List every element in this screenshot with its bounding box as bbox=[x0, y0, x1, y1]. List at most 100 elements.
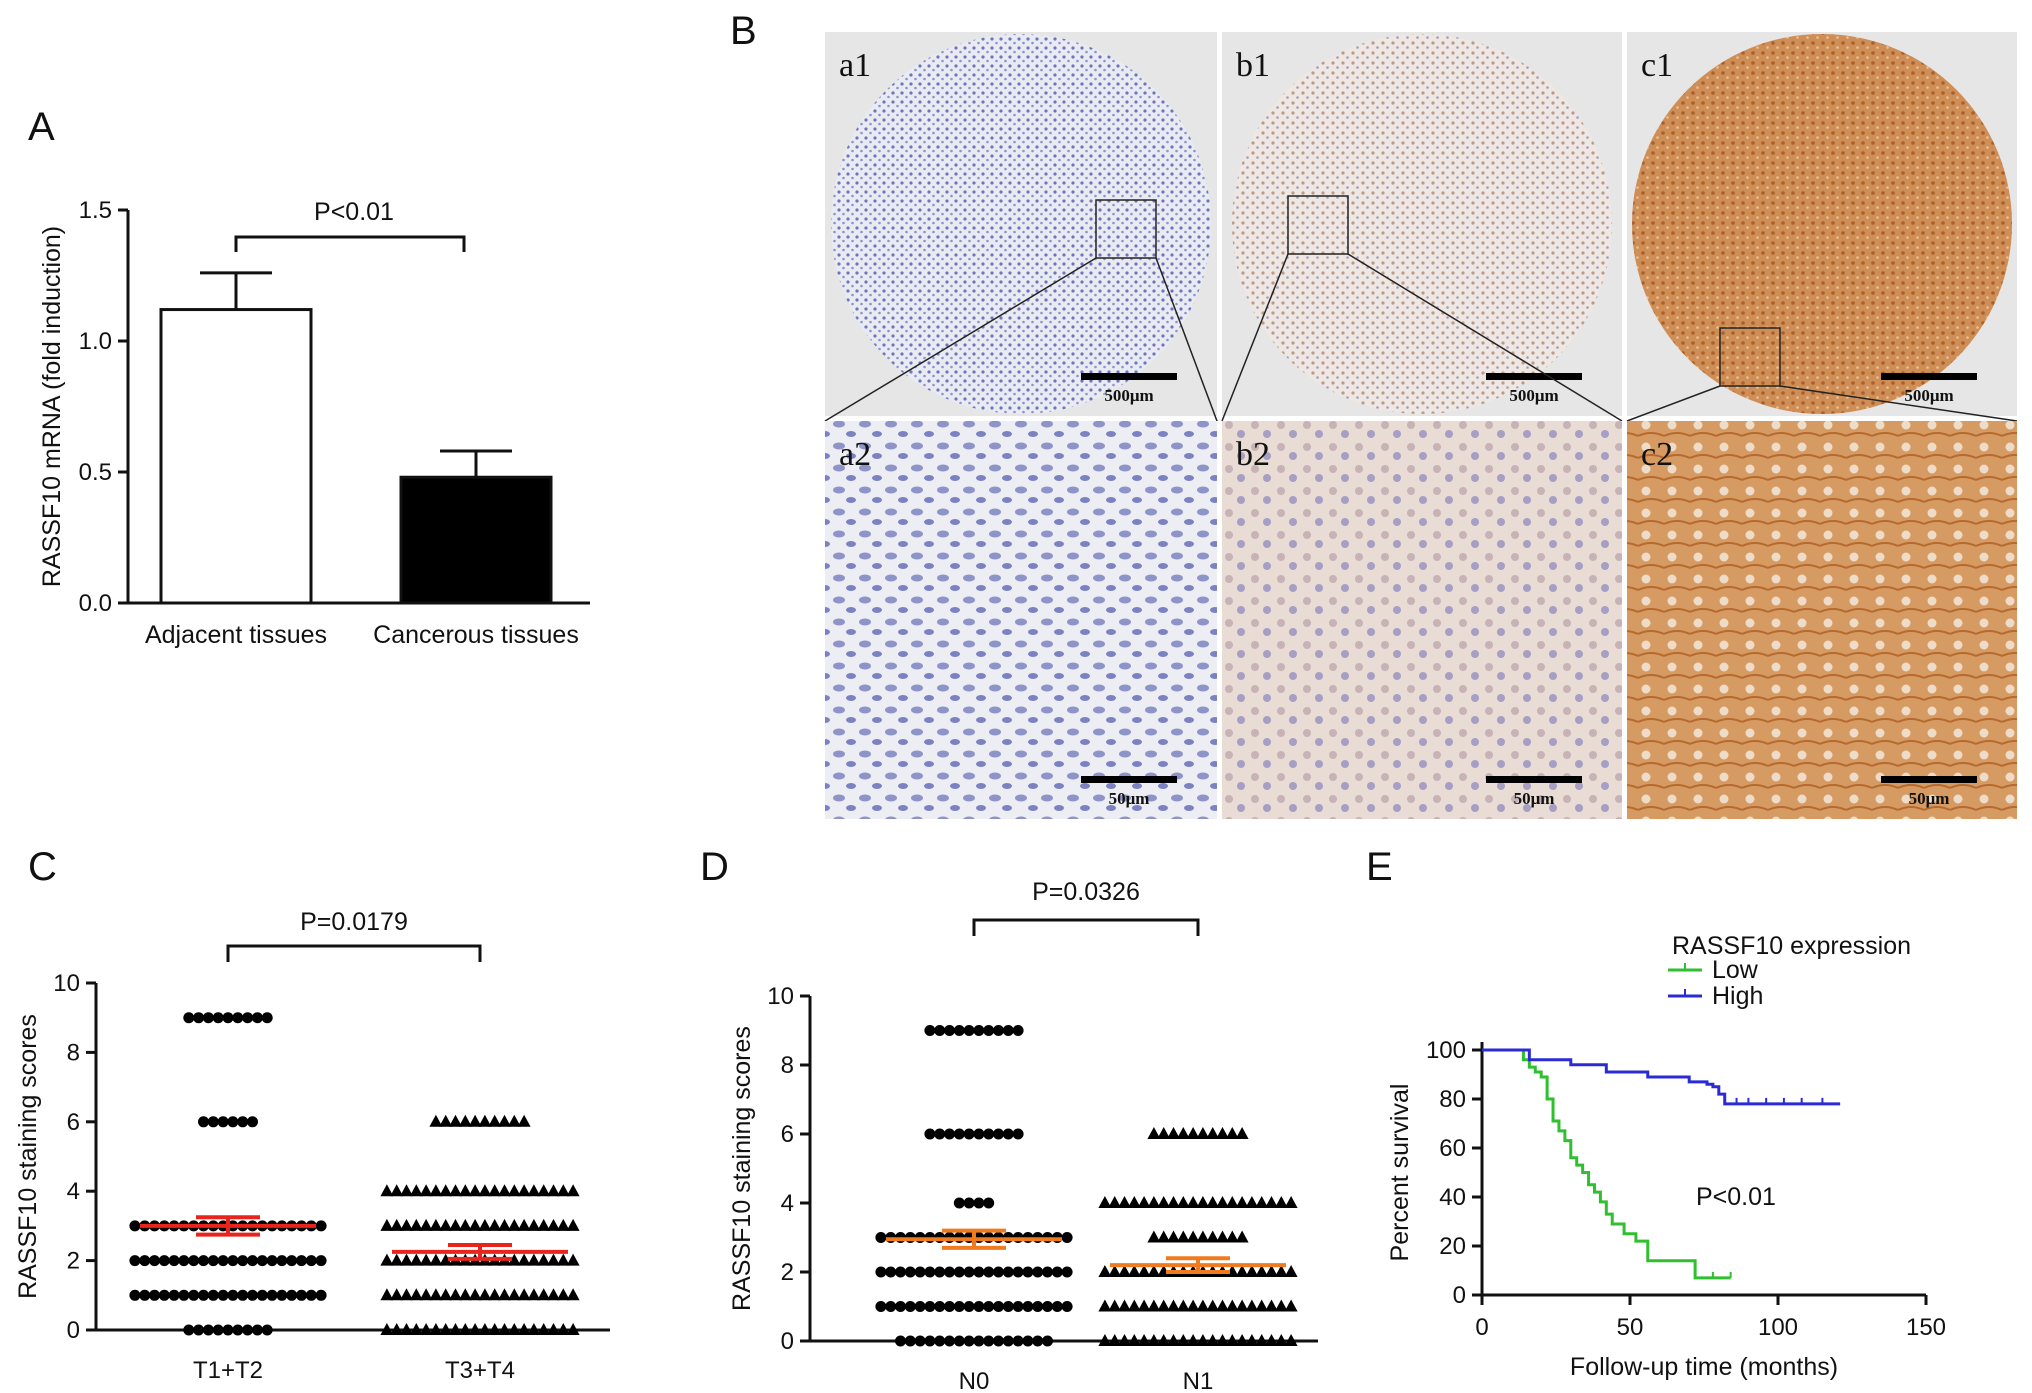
data-point-circle bbox=[953, 1197, 965, 1209]
data-point-triangle bbox=[1176, 1334, 1190, 1346]
data-point-circle bbox=[1032, 1335, 1044, 1347]
panel-e-tick-labels: 0 20 40 60 80 100 0 50 100 150 bbox=[1426, 1037, 1946, 1341]
data-point-triangle bbox=[429, 1184, 443, 1197]
bracket-line bbox=[972, 918, 1200, 936]
data-point-triangle bbox=[439, 1184, 453, 1197]
zoom-connector bbox=[1155, 257, 1218, 422]
data-point-circle bbox=[895, 1301, 906, 1312]
data-point-triangle bbox=[390, 1288, 404, 1301]
data-point-circle bbox=[1002, 1025, 1014, 1036]
panel-a-y-axis-label: RASSF10 mRNA (fold induction) bbox=[38, 226, 66, 587]
data-point-triangle bbox=[1245, 1334, 1259, 1346]
data-point-triangle bbox=[547, 1184, 560, 1197]
data-point-circle bbox=[193, 1012, 205, 1024]
data-point-triangle bbox=[439, 1114, 453, 1127]
data-point-circle bbox=[983, 1335, 995, 1347]
data-point-triangle bbox=[429, 1323, 443, 1335]
data-point-triangle bbox=[1255, 1299, 1269, 1312]
data-point-triangle bbox=[1098, 1334, 1112, 1346]
data-point-triangle bbox=[429, 1288, 443, 1301]
data-point-circle bbox=[212, 1012, 224, 1024]
panel-c-category-t1-t2: T1+T2 bbox=[193, 1357, 263, 1384]
data-point-circle bbox=[1042, 1266, 1053, 1278]
data-point-triangle bbox=[507, 1114, 521, 1127]
y-tick-label: 4 bbox=[781, 1190, 794, 1217]
panel-c-significance-bracket bbox=[226, 944, 482, 962]
data-point-triangle bbox=[1245, 1196, 1259, 1208]
data-point-circle bbox=[973, 1025, 985, 1036]
data-point-circle bbox=[251, 1324, 263, 1336]
scale-bar-label: 500μm bbox=[1104, 386, 1153, 405]
data-point-circle bbox=[983, 1128, 995, 1140]
data-point-triangle bbox=[537, 1288, 551, 1301]
data-point-triangle bbox=[1157, 1334, 1171, 1346]
data-point-circle bbox=[129, 1255, 141, 1267]
data-point-triangle bbox=[1108, 1334, 1122, 1346]
data-point-triangle bbox=[419, 1253, 433, 1266]
data-point-triangle bbox=[517, 1184, 531, 1197]
data-point-circle bbox=[251, 1012, 263, 1024]
data-point-circle bbox=[1002, 1301, 1014, 1312]
data-point-triangle bbox=[419, 1288, 433, 1301]
data-point-triangle bbox=[517, 1323, 531, 1335]
data-point-triangle bbox=[380, 1218, 394, 1231]
panel-a-y-tick-label: 0.5 bbox=[79, 459, 112, 486]
panel-e-p-value: P<0.01 bbox=[1696, 1183, 1776, 1211]
data-point-triangle bbox=[1137, 1196, 1151, 1208]
data-point-triangle bbox=[449, 1218, 462, 1231]
zoom-connector bbox=[1347, 253, 1623, 422]
data-point-circle bbox=[178, 1255, 190, 1267]
data-point-triangle bbox=[380, 1253, 394, 1266]
data-point-circle bbox=[261, 1012, 273, 1024]
y-tick-label: 6 bbox=[781, 1121, 794, 1148]
scale-bar bbox=[1881, 373, 1977, 380]
zoom-connector bbox=[1221, 253, 1289, 422]
data-point-triangle bbox=[1167, 1299, 1180, 1312]
data-point-triangle bbox=[429, 1253, 443, 1266]
data-point-circle bbox=[963, 1335, 975, 1347]
x-tick-label: 100 bbox=[1758, 1314, 1798, 1341]
data-point-circle bbox=[198, 1289, 209, 1301]
data-point-circle bbox=[1012, 1301, 1024, 1312]
data-point-triangle bbox=[498, 1323, 511, 1335]
data-point-circle bbox=[1061, 1266, 1073, 1278]
data-point-triangle bbox=[1118, 1299, 1131, 1312]
data-point-circle bbox=[953, 1025, 965, 1036]
data-point-triangle bbox=[409, 1323, 423, 1335]
data-point-circle bbox=[193, 1324, 205, 1336]
legend-label-high: High bbox=[1712, 982, 1763, 1010]
data-point-triangle bbox=[1216, 1230, 1229, 1243]
data-point-triangle bbox=[1157, 1230, 1171, 1243]
data-point-circle bbox=[914, 1301, 926, 1312]
data-point-triangle bbox=[400, 1184, 413, 1197]
data-point-triangle bbox=[537, 1253, 551, 1266]
data-point-triangle bbox=[1255, 1196, 1269, 1208]
data-point-triangle bbox=[1206, 1299, 1220, 1312]
data-point-triangle bbox=[458, 1114, 472, 1127]
scale-bar bbox=[1881, 776, 1977, 783]
data-point-triangle bbox=[409, 1218, 423, 1231]
y-tick-label: 40 bbox=[1439, 1184, 1466, 1211]
data-point-circle bbox=[1042, 1335, 1053, 1347]
data-point-triangle bbox=[1157, 1196, 1171, 1208]
data-point-triangle bbox=[1245, 1299, 1259, 1312]
data-point-triangle bbox=[1274, 1334, 1288, 1346]
data-point-circle bbox=[1012, 1128, 1024, 1140]
zoom-connector bbox=[824, 257, 1097, 422]
data-point-triangle bbox=[1206, 1196, 1220, 1208]
data-point-triangle bbox=[566, 1323, 580, 1335]
data-point-triangle bbox=[468, 1184, 482, 1197]
micrograph-b1: b1 500μm bbox=[1222, 32, 1622, 416]
panel-a-bar-0 bbox=[159, 308, 313, 605]
data-point-triangle bbox=[1108, 1196, 1122, 1208]
data-point-circle bbox=[973, 1335, 985, 1347]
data-point-circle bbox=[1051, 1266, 1063, 1278]
data-point-circle bbox=[305, 1289, 317, 1301]
data-point-triangle bbox=[439, 1253, 453, 1266]
data-point-circle bbox=[875, 1301, 887, 1312]
data-point-circle bbox=[266, 1289, 278, 1301]
scale-bar-label: 50μm bbox=[1909, 789, 1950, 808]
data-point-circle bbox=[129, 1220, 141, 1232]
data-point-triangle bbox=[1216, 1334, 1229, 1346]
